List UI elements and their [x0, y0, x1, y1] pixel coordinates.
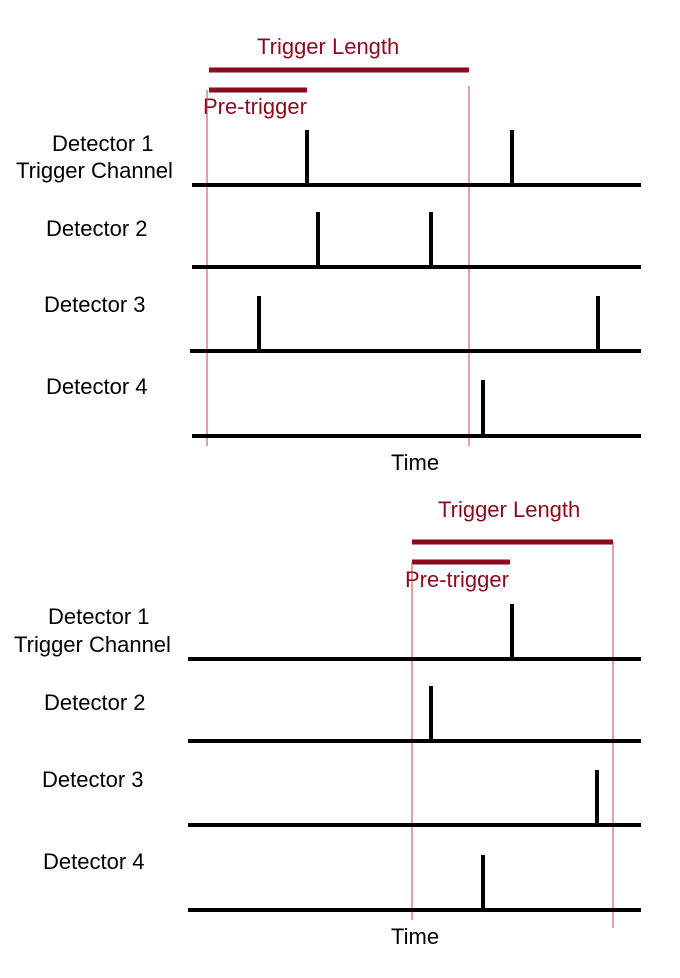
detector-2-label: Detector 2 — [46, 216, 148, 241]
detector-3-label: Detector 3 — [42, 767, 144, 792]
panel-2: Trigger Length Pre-trigger Detector 1 Tr… — [14, 497, 641, 949]
time-axis-label: Time — [391, 924, 439, 949]
pre-trigger-label: Pre-trigger — [203, 94, 307, 119]
time-axis-label: Time — [391, 450, 439, 475]
trigger-length-label: Trigger Length — [257, 34, 399, 59]
detector-1-label: Detector 1 — [52, 131, 154, 156]
detector-4-label: Detector 4 — [46, 374, 148, 399]
detector-1-sublabel: Trigger Channel — [14, 632, 171, 657]
detector-2-label: Detector 2 — [44, 690, 146, 715]
detector-1-sublabel: Trigger Channel — [16, 158, 173, 183]
detector-3-label: Detector 3 — [44, 292, 146, 317]
panel-1: Trigger Length Pre-trigger Detector 1 Tr… — [16, 34, 641, 475]
trigger-length-label: Trigger Length — [438, 497, 580, 522]
detector-4-label: Detector 4 — [43, 849, 145, 874]
pre-trigger-label: Pre-trigger — [405, 567, 509, 592]
detector-1-label: Detector 1 — [48, 604, 150, 629]
